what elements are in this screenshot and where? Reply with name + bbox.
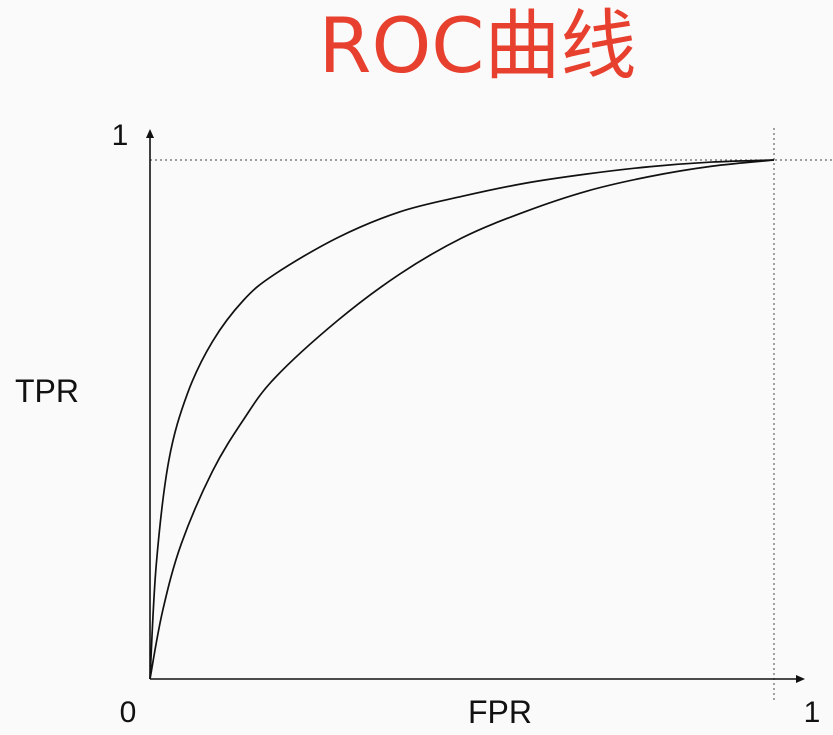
- x-tick-label-1: 1: [804, 696, 821, 729]
- x-tick-label-0: 0: [120, 696, 137, 729]
- x-axis-label: FPR: [468, 694, 532, 730]
- chart-axes: [146, 129, 805, 683]
- y-axis-arrow: [146, 129, 154, 138]
- chart-title: ROC曲线: [318, 1, 637, 90]
- axis-labels: FPR TPR: [15, 373, 532, 730]
- tick-labels: 0 1 1: [112, 119, 821, 729]
- roc-curve-2: [149, 159, 775, 680]
- x-axis-arrow: [796, 675, 805, 683]
- guide-lines: [150, 128, 833, 700]
- roc-curve-1: [149, 159, 775, 680]
- roc-curves: [149, 159, 775, 680]
- y-axis-label: TPR: [15, 373, 79, 409]
- y-tick-label-1: 1: [112, 119, 129, 152]
